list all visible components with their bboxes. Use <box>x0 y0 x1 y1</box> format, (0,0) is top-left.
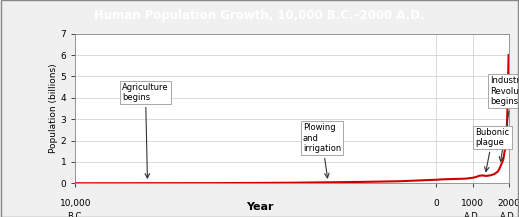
Text: Plowing
and
irrigation: Plowing and irrigation <box>303 123 341 178</box>
Text: 0: 0 <box>433 199 439 207</box>
Y-axis label: Population (billions): Population (billions) <box>49 64 58 153</box>
Text: A.D.: A.D. <box>500 212 517 217</box>
Text: 1000: 1000 <box>461 199 484 207</box>
Text: Human Population Growth, 10,000 B.C.–2000 A.D.: Human Population Growth, 10,000 B.C.–200… <box>94 9 425 22</box>
Text: A.D.: A.D. <box>464 212 481 217</box>
Text: Bubonic
plague: Bubonic plague <box>475 128 510 171</box>
Text: B.C.: B.C. <box>67 212 84 217</box>
Text: 2000: 2000 <box>497 199 519 207</box>
Text: Agriculture
begins: Agriculture begins <box>122 83 169 178</box>
Text: Year: Year <box>246 202 273 212</box>
Text: Industrial
Revolution
begins: Industrial Revolution begins <box>490 76 519 161</box>
Text: 10,000: 10,000 <box>60 199 91 207</box>
